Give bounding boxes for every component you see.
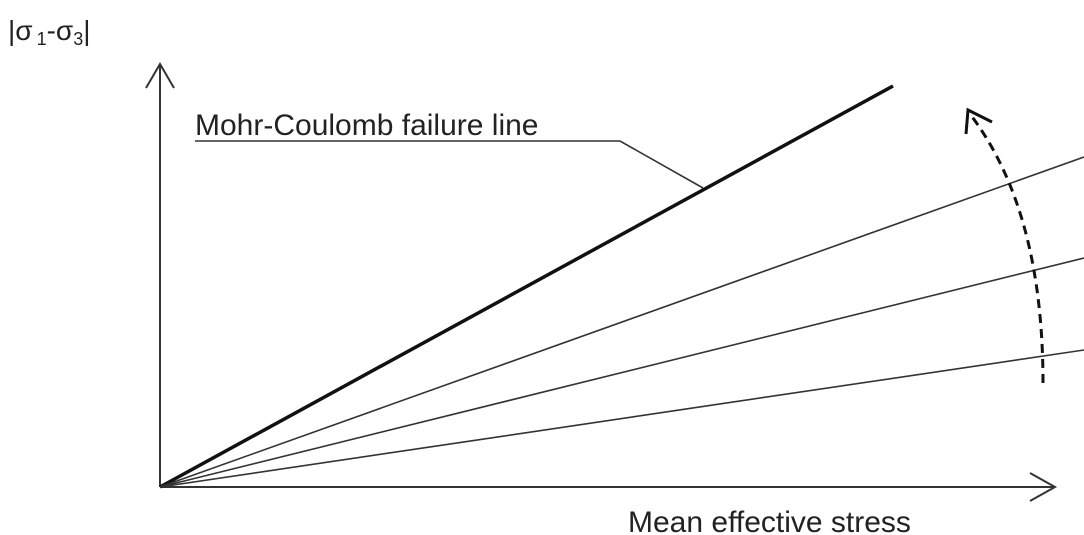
x-axis-arrow xyxy=(1029,472,1058,502)
y-axis-label: |σ 1-σ3| xyxy=(8,15,90,49)
y-label-part: | xyxy=(83,15,90,46)
stress-line xyxy=(159,257,1084,488)
y-label-part: -σ xyxy=(47,15,74,46)
y-label-sub: 1 xyxy=(37,29,47,49)
y-label-sub: 3 xyxy=(73,29,83,49)
label-leader xyxy=(195,140,704,189)
x-axis-label: Mean effective stress xyxy=(628,506,911,535)
rotation-arrowhead xyxy=(964,107,993,135)
failure-line-label: Mohr-Coulomb failure line xyxy=(195,109,538,142)
stress-line xyxy=(159,156,1084,488)
stress-line xyxy=(159,349,1084,488)
rotation-arrow xyxy=(968,113,1045,384)
y-label-part: |σ xyxy=(8,15,33,46)
failure-line xyxy=(159,84,894,489)
y-axis-arrow xyxy=(145,62,175,89)
